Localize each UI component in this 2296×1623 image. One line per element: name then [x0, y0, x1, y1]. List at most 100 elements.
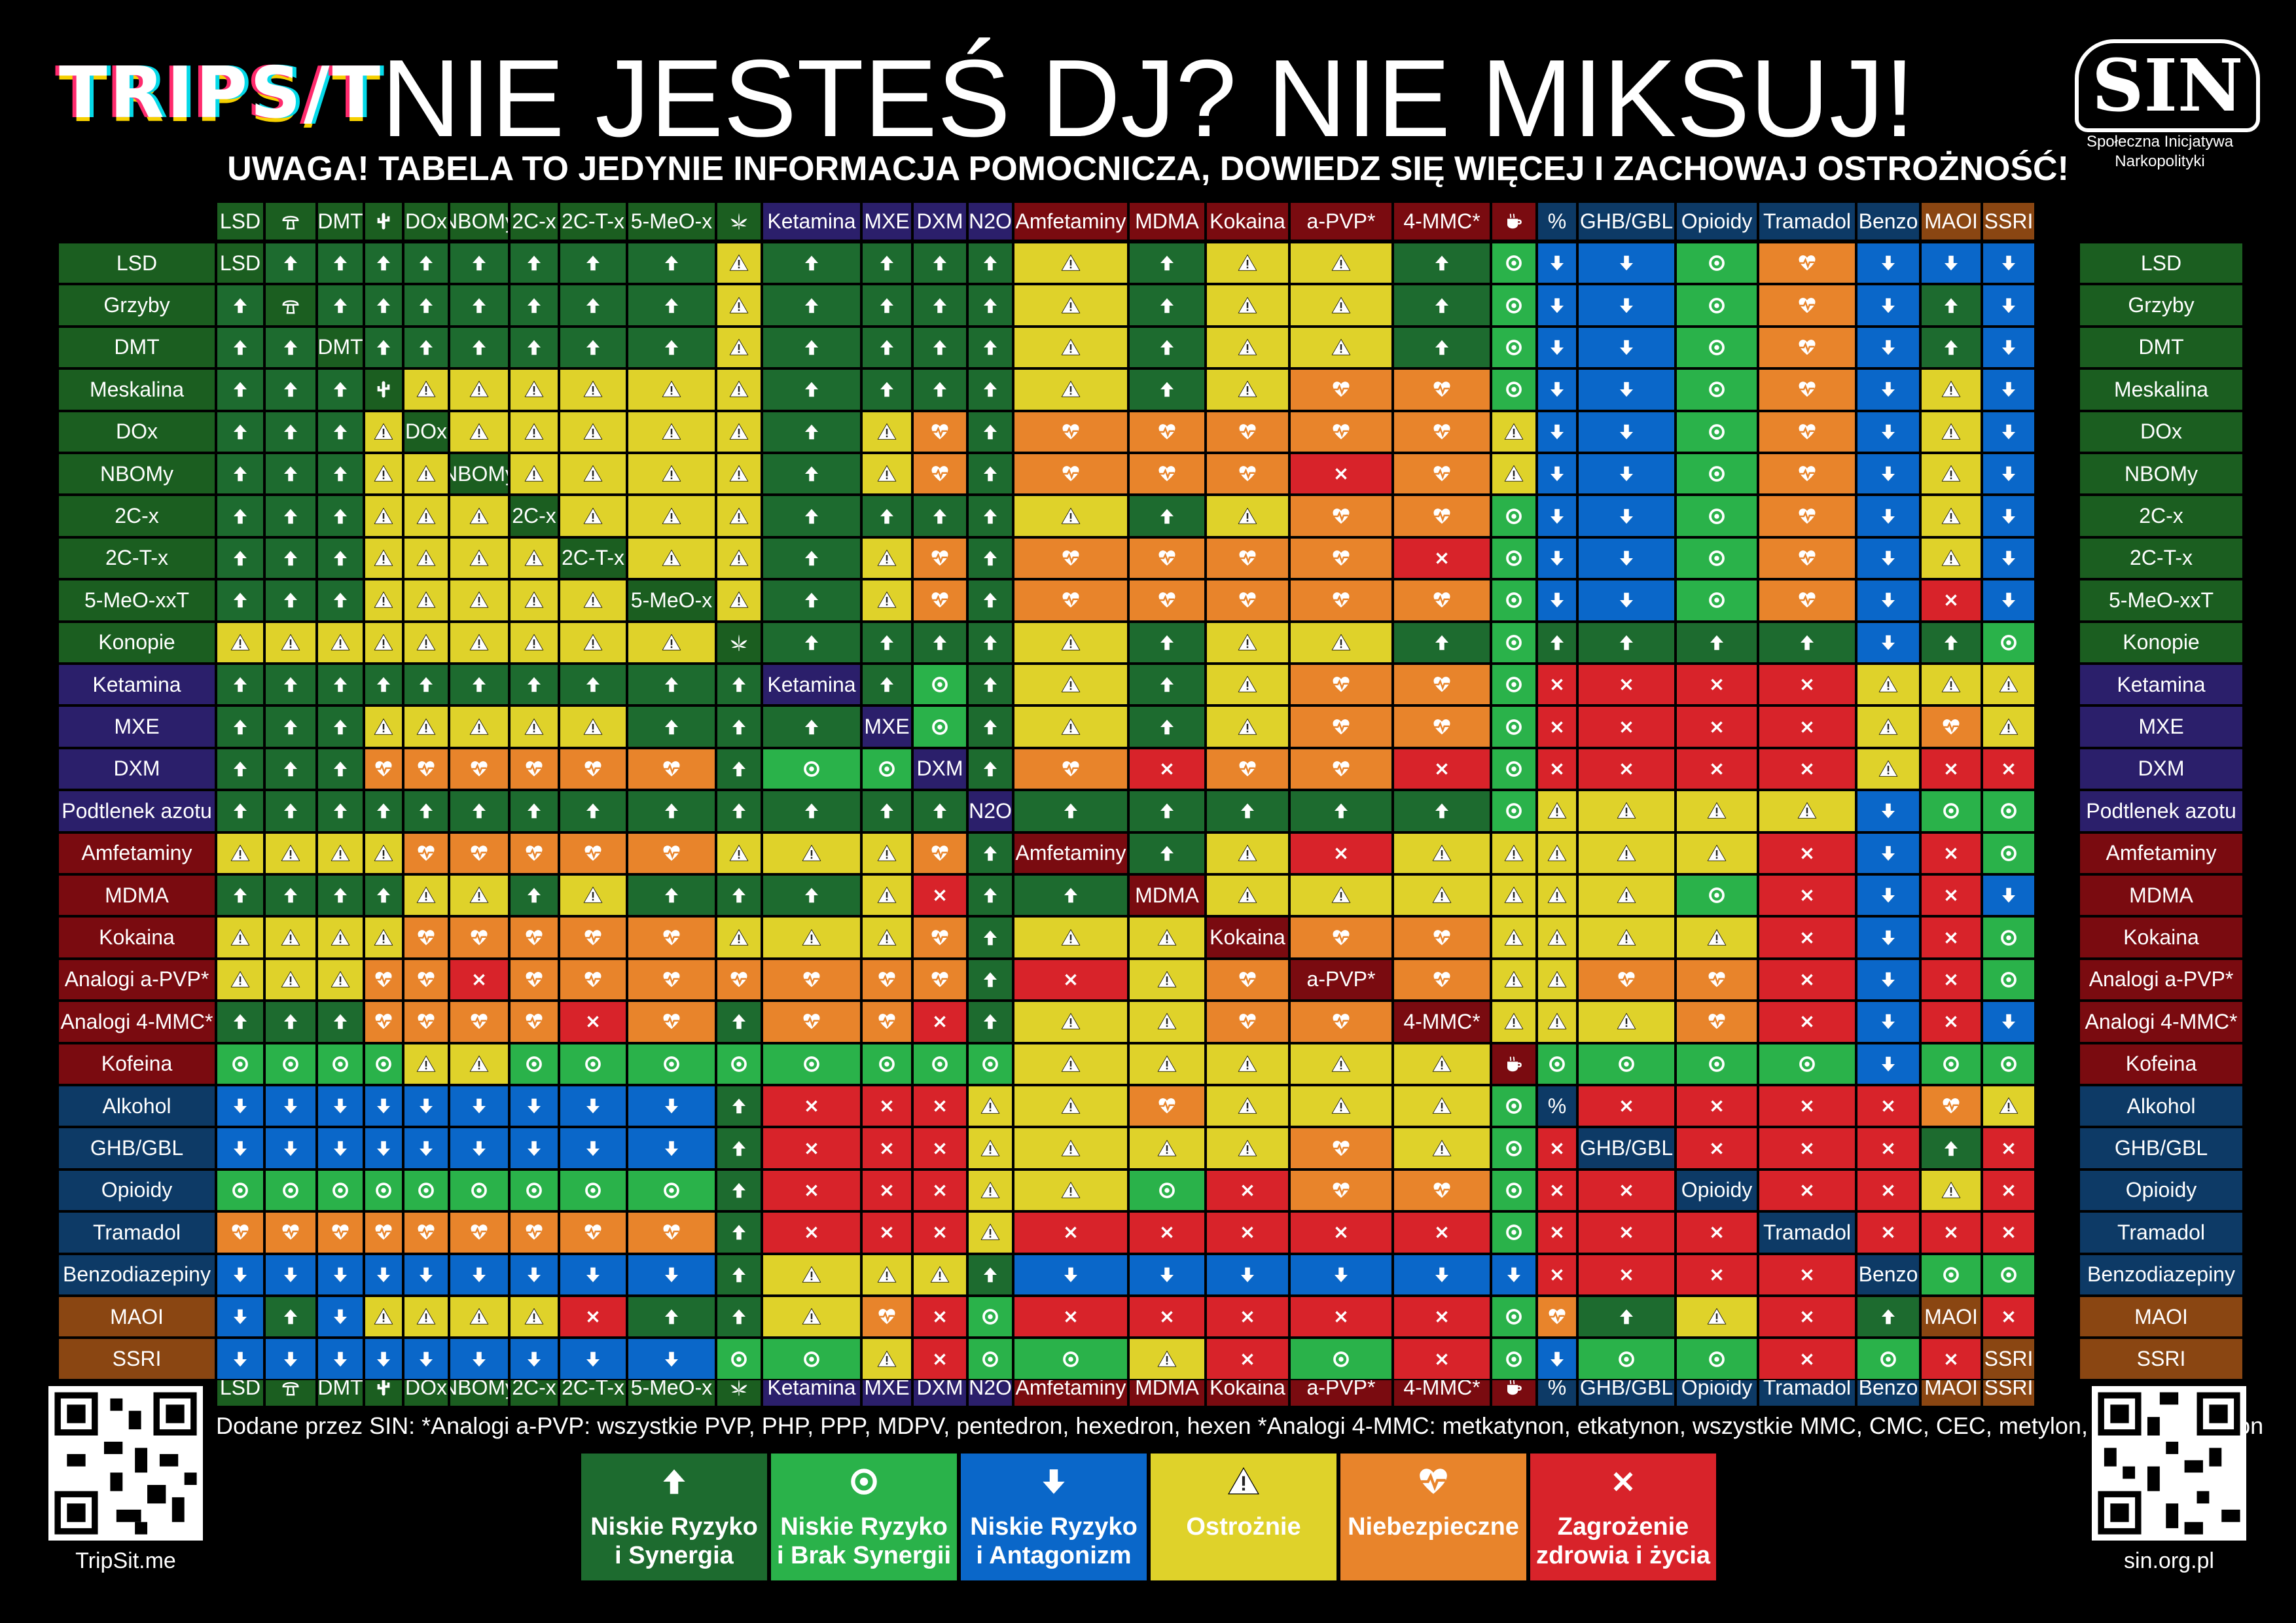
interaction-cell [403, 916, 449, 959]
interaction-cell [403, 368, 449, 411]
cactus-icon [377, 213, 390, 230]
circle-dot-icon [283, 1183, 298, 1198]
interaction-cell [1128, 410, 1206, 453]
interaction-cell [1920, 916, 1982, 959]
arrow-up-icon [984, 887, 997, 903]
interaction-cell [627, 958, 716, 1001]
interaction-cell [1676, 1338, 1758, 1380]
interaction-cell [1856, 1169, 1920, 1212]
sin-logo-mark: SIN [2075, 39, 2261, 132]
circle-dot-icon [1506, 255, 1522, 272]
warning-triangle-icon [331, 633, 350, 651]
interaction-cell [1128, 1169, 1206, 1212]
warning-triangle-icon [281, 633, 300, 651]
circle-dot-icon [2001, 1056, 2017, 1072]
warning-triangle-icon [1504, 971, 1524, 988]
self-cell [1491, 1043, 1537, 1085]
interaction-cell [1128, 284, 1206, 327]
qr-code-icon [48, 1386, 203, 1541]
interaction-cell [1676, 832, 1758, 874]
interaction-cell [627, 537, 716, 580]
interaction-cell [627, 284, 716, 327]
arrow-up-icon [984, 424, 997, 440]
warning-triangle-icon [1941, 381, 1961, 397]
interaction-cell [1289, 916, 1393, 959]
arrow-up-icon [334, 887, 347, 903]
interaction-cell [364, 832, 403, 874]
interaction-cell [1013, 1001, 1128, 1043]
arrow-down-icon [377, 1098, 390, 1114]
circle-dot-icon [1506, 508, 1522, 524]
interaction-cell [317, 1211, 364, 1254]
interaction-cell [364, 1127, 403, 1169]
interaction-cell [1491, 958, 1537, 1001]
arrow-down-icon [1241, 1267, 1254, 1283]
interaction-cell [1537, 1296, 1577, 1338]
interaction-cell [1856, 747, 1920, 791]
interaction-cell [1758, 664, 1856, 706]
interaction-cell [1920, 1127, 1982, 1169]
interaction-cell [216, 410, 264, 453]
arrow-up-icon [377, 298, 390, 313]
arrow-up-icon [377, 677, 390, 692]
heartbeat-icon [1333, 1140, 1350, 1156]
interaction-cell [1289, 664, 1393, 706]
interaction-cell [627, 453, 716, 495]
warning-triangle-icon [331, 971, 350, 988]
interaction-cell [449, 1253, 509, 1296]
warning-triangle-icon [1238, 886, 1257, 903]
circle-dot-icon [1709, 592, 1725, 609]
interaction-cell [559, 1127, 627, 1169]
arrow-up-icon [1945, 1141, 1958, 1156]
qr-code-left[interactable] [48, 1386, 203, 1541]
heartbeat-icon [526, 1014, 543, 1029]
arrow-up-icon [334, 298, 347, 313]
interaction-cell [1128, 1211, 1206, 1254]
interaction-cell [1013, 874, 1128, 917]
cross-icon [1242, 1226, 1253, 1239]
interaction-cell [216, 453, 264, 495]
qr-left-label[interactable]: TripSit.me [75, 1548, 176, 1573]
interaction-cell [1856, 832, 1920, 874]
interaction-cell [1289, 1085, 1393, 1128]
interaction-cell [861, 832, 912, 874]
arrow-down-icon [1551, 508, 1564, 524]
cross-icon [1436, 1311, 1448, 1323]
self-cell: GHB/GBL [1577, 1127, 1676, 1169]
arrow-down-icon [1551, 593, 1564, 608]
column-header-4: DOx [403, 202, 449, 241]
interaction-cell [1577, 747, 1676, 791]
arrow-up-icon [234, 719, 247, 734]
row-label-right: 2C-x [2079, 495, 2244, 537]
qr-code-right[interactable] [2092, 1386, 2246, 1541]
interaction-cell [509, 664, 559, 706]
cross-icon [934, 1311, 946, 1323]
cross-icon [1801, 1142, 1813, 1154]
interaction-cell [1856, 284, 1920, 327]
legend-item-kill: Zagrożenie zdrowia i życia [1528, 1452, 1718, 1582]
interaction-cell [509, 1169, 559, 1212]
coffee-cup-icon [1507, 1056, 1522, 1072]
interaction-cell [1537, 621, 1577, 664]
qr-right-label[interactable]: sin.org.pl [2124, 1548, 2214, 1573]
arrow-up-icon [805, 424, 818, 440]
interaction-cell [1676, 790, 1758, 832]
heartbeat-icon [471, 761, 488, 777]
cross-icon [1711, 1142, 1723, 1154]
interaction-cell [559, 368, 627, 411]
arrow-down-icon [334, 1267, 347, 1283]
arrow-down-icon [334, 1309, 347, 1325]
heartbeat-icon [1708, 1014, 1725, 1029]
interaction-cell [1491, 1085, 1537, 1128]
interaction-cell [967, 1043, 1013, 1085]
interaction-cell [264, 664, 317, 706]
interaction-cell [1393, 453, 1491, 495]
warning-triangle-icon [469, 592, 489, 608]
arrow-up-icon [933, 804, 946, 819]
interaction-cell [403, 664, 449, 706]
interaction-cell [1676, 1296, 1758, 1338]
interaction-cell [509, 747, 559, 791]
circle-dot-icon [1506, 1351, 1522, 1367]
heartbeat-icon [1433, 382, 1450, 397]
interaction-cell [449, 958, 509, 1001]
